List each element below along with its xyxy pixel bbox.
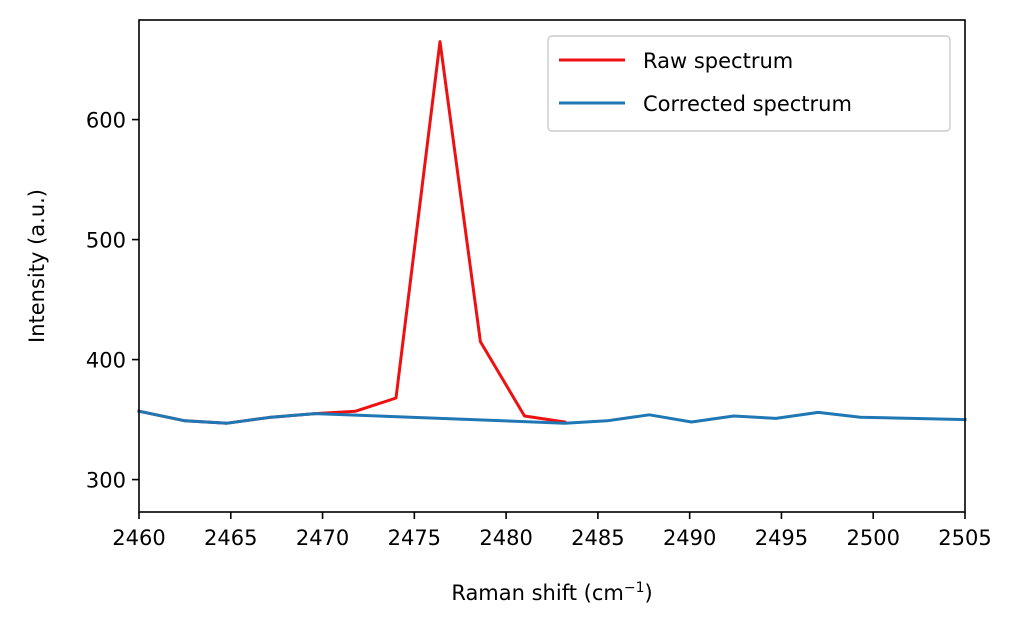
- x-tick-label: 2500: [846, 526, 899, 550]
- x-tick-label: 2495: [755, 526, 808, 550]
- y-tick-label: 600: [86, 109, 126, 133]
- x-axis-label-superscript: −1: [624, 580, 645, 596]
- legend-label-raw: Raw spectrum: [643, 49, 793, 73]
- y-tick-label: 300: [86, 469, 126, 493]
- x-tick-label: 2480: [479, 526, 532, 550]
- x-tick-label: 2470: [296, 526, 349, 550]
- x-tick-label: 2485: [571, 526, 624, 550]
- x-tick-label: 2465: [204, 526, 257, 550]
- y-axis-label: Intensity (a.u.): [25, 189, 49, 343]
- x-axis-ticks: 2460 2465 2470 2475 2480 2485 2490 2495 2500 2505: [112, 512, 992, 550]
- x-axis-label: Raman shift (cm−1): [451, 580, 652, 605]
- series-line-corrected: [137, 409, 967, 425]
- x-tick-label: 2490: [663, 526, 716, 550]
- x-tick-label: 2460: [112, 526, 165, 550]
- y-tick-label: 500: [86, 229, 126, 253]
- plot-frame: [138, 19, 966, 513]
- x-tick-label: 2475: [388, 526, 441, 550]
- legend-label-corrected: Corrected spectrum: [643, 92, 852, 116]
- series-layer: [137, 40, 967, 425]
- y-tick-label: 400: [86, 349, 126, 373]
- x-tick-label: 2505: [938, 526, 991, 550]
- legend-box: [547, 35, 951, 132]
- legend: Raw spectrum Corrected spectrum: [547, 35, 951, 132]
- y-axis-ticks: 300 400 500 600: [86, 109, 139, 493]
